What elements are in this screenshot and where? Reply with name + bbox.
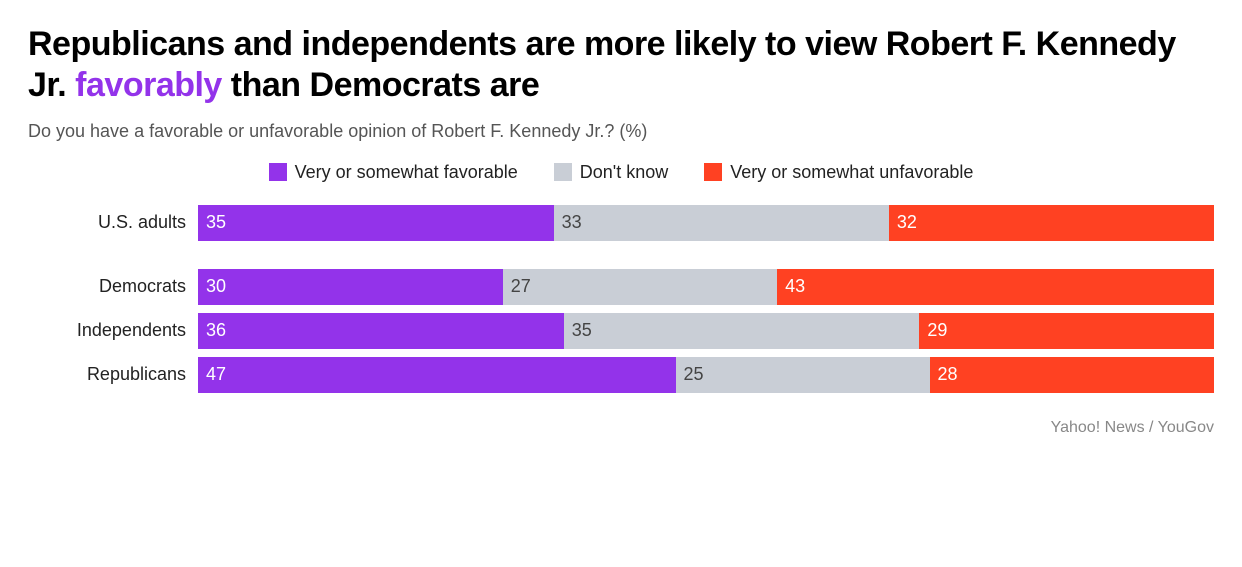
bar-segment-favorable: 47 [198,357,676,393]
row-label: Democrats [28,276,198,297]
legend: Very or somewhat favorable Don't know Ve… [28,162,1214,183]
legend-swatch [704,163,722,181]
legend-item-dontknow: Don't know [554,162,668,183]
legend-label: Don't know [580,162,668,183]
legend-item-favorable: Very or somewhat favorable [269,162,518,183]
bar-segment-unfavorable: 28 [930,357,1214,393]
chart-subtitle: Do you have a favorable or unfavorable o… [28,121,1214,142]
legend-label: Very or somewhat favorable [295,162,518,183]
legend-item-unfavorable: Very or somewhat unfavorable [704,162,973,183]
bar: 36 35 29 [198,313,1214,349]
bar-segment-dontknow: 27 [503,269,777,305]
bar-segment-dontknow: 33 [554,205,889,241]
bar-segment-favorable: 36 [198,313,564,349]
legend-label: Very or somewhat unfavorable [730,162,973,183]
bar-segment-dontknow: 25 [676,357,930,393]
chart-title: Republicans and independents are more li… [28,24,1214,107]
bar: 30 27 43 [198,269,1214,305]
legend-swatch [554,163,572,181]
row-label: Independents [28,320,198,341]
legend-swatch [269,163,287,181]
title-post: than Democrats are [222,66,539,104]
bar-row: Republicans 47 25 28 [28,357,1214,393]
bar: 47 25 28 [198,357,1214,393]
bar: 35 33 32 [198,205,1214,241]
bar-segment-unfavorable: 43 [777,269,1214,305]
bar-row: U.S. adults 35 33 32 [28,205,1214,241]
bar-row: Democrats 30 27 43 [28,269,1214,305]
group-gap [28,249,1214,269]
bar-segment-unfavorable: 32 [889,205,1214,241]
title-highlight: favorably [75,66,222,104]
row-label: U.S. adults [28,212,198,233]
stacked-bar-chart: U.S. adults 35 33 32 Democrats 30 27 43 … [28,205,1214,393]
source-attribution: Yahoo! News / YouGov [28,419,1214,437]
bar-segment-favorable: 35 [198,205,554,241]
bar-segment-favorable: 30 [198,269,503,305]
bar-segment-dontknow: 35 [564,313,920,349]
row-label: Republicans [28,364,198,385]
bar-row: Independents 36 35 29 [28,313,1214,349]
bar-segment-unfavorable: 29 [919,313,1214,349]
